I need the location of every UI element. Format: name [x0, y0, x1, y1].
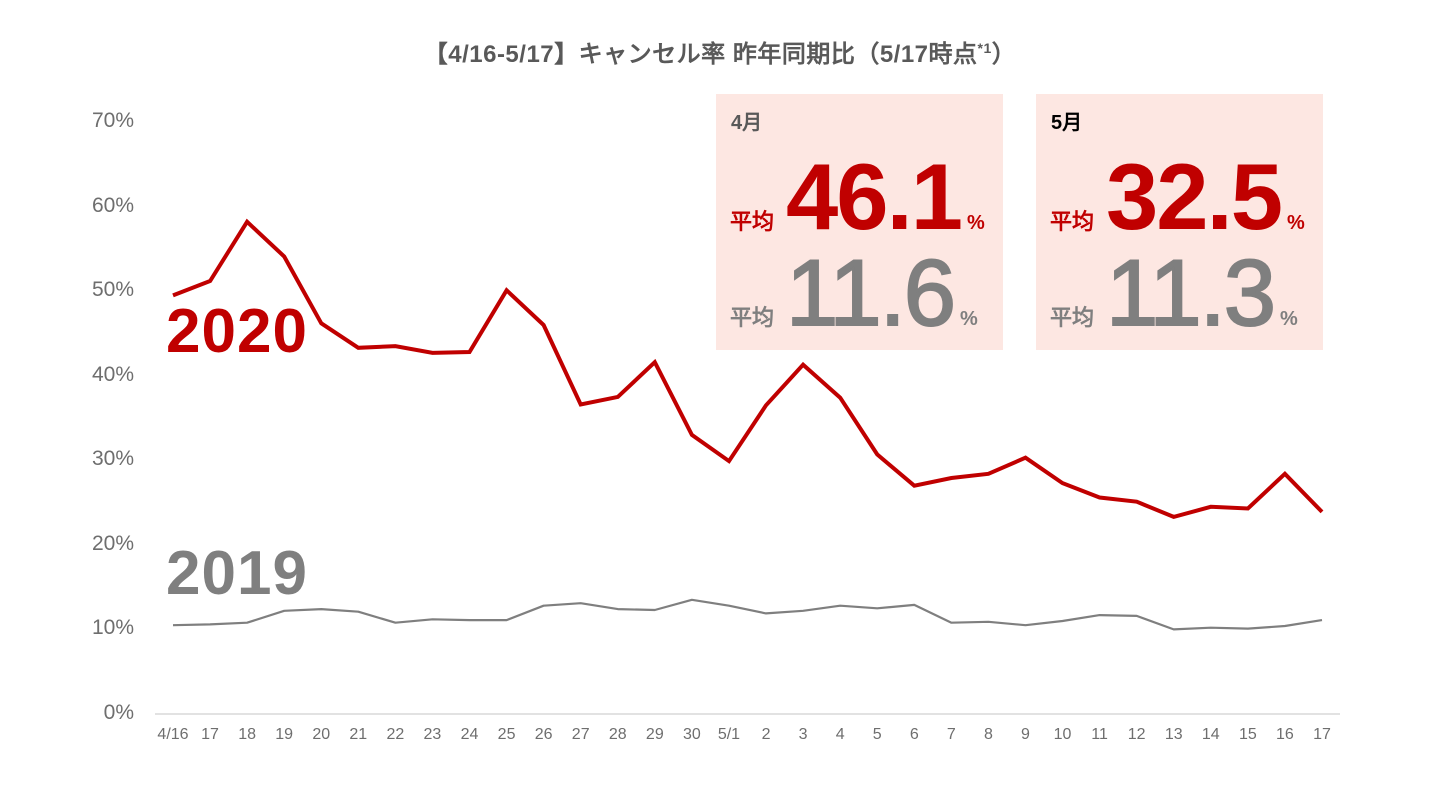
y-tick-label: 0% [103, 701, 134, 724]
x-tick-label: 23 [423, 726, 442, 743]
x-tick-label: 19 [275, 726, 294, 743]
x-tick-label: 3 [798, 726, 808, 743]
avg-2019-value: 11.6 [785, 240, 957, 345]
box-month-label: 4月 [731, 112, 763, 134]
x-tick-label: 17 [201, 726, 219, 743]
title-close-paren: ） [991, 41, 1017, 68]
x-tick-label: 30 [682, 726, 701, 743]
avg-2020-row: 平均 32.5 % [1050, 150, 1305, 244]
x-tick-label: 10 [1053, 726, 1072, 743]
avg-2019-row: 平均 11.6 % [730, 240, 978, 345]
x-tick-label: 20 [312, 726, 331, 743]
x-tick-label: 9 [1021, 726, 1030, 743]
avg-label: 平均 [730, 209, 775, 234]
y-tick-label: 30% [91, 447, 134, 471]
y-tick-label: 20% [91, 531, 134, 555]
april-average-box: 4月 平均 46.1 % 平均 11.6 % [716, 94, 1003, 350]
x-tick-label: 11 [1091, 726, 1108, 743]
percent-unit: % [960, 308, 978, 330]
x-tick-label: 14 [1201, 726, 1220, 743]
box-month-label: 5月 [1051, 112, 1083, 134]
title-text: 【4/16-5/17】キャンセル率 昨年同期比（5/17時点 [423, 41, 978, 68]
x-tick-label: 6 [909, 726, 919, 743]
y-tick-label: 40% [91, 362, 134, 386]
y-tick-label: 60% [91, 193, 134, 217]
avg-2020-value: 46.1 [786, 144, 963, 249]
avg-2020-value: 32.5 [1106, 144, 1283, 249]
x-tick-label: 12 [1127, 726, 1146, 743]
avg-label: 平均 [1050, 305, 1095, 330]
x-tick-label: 15 [1238, 726, 1257, 743]
x-tick-label: 24 [460, 726, 479, 743]
x-tick-label: 27 [571, 726, 590, 743]
percent-unit: % [966, 212, 985, 234]
series-2019-line [172, 598, 1323, 631]
y-tick-label: 50% [91, 278, 134, 302]
may-average-box: 5月 平均 32.5 % 平均 11.3 % [1036, 94, 1323, 350]
x-tick-label: 4 [835, 726, 845, 743]
percent-unit: % [1286, 212, 1305, 234]
x-tick-label: 17 [1313, 726, 1331, 743]
avg-2020-row: 平均 46.1 % [730, 150, 985, 244]
avg-2019-value: 11.3 [1105, 240, 1277, 345]
series-label-2020: 2020 [166, 297, 308, 366]
series-2020-line [172, 218, 1324, 520]
x-tick-label: 13 [1164, 726, 1183, 743]
x-tick-label: 5 [872, 726, 882, 743]
y-tick-label: 70% [91, 109, 134, 132]
x-tick-label: 29 [645, 726, 664, 743]
x-tick-label: 18 [238, 726, 257, 743]
x-tick-label: 8 [983, 726, 993, 743]
chart-title: 【4/16-5/17】キャンセル率 昨年同期比（5/17時点*1） [0, 34, 1440, 69]
series-label-2019: 2019 [166, 539, 308, 608]
x-tick-label: 4/16 [157, 726, 189, 743]
x-tick-label: 21 [349, 726, 368, 743]
x-tick-label: 22 [386, 726, 405, 743]
x-tick-label: 25 [497, 726, 516, 743]
x-tick-label: 26 [534, 726, 553, 743]
x-tick-label: 7 [946, 726, 956, 743]
x-tick-label: 5/1 [717, 726, 741, 743]
avg-label: 平均 [1050, 209, 1095, 234]
percent-unit: % [1280, 308, 1298, 330]
title-footnote-marker: *1 [977, 40, 992, 56]
x-tick-label: 28 [608, 726, 627, 743]
avg-2019-row: 平均 11.3 % [1050, 240, 1298, 345]
y-tick-label: 10% [91, 616, 134, 640]
x-tick-label: 16 [1276, 726, 1294, 743]
x-tick-label: 2 [761, 726, 771, 743]
avg-label: 平均 [730, 305, 775, 330]
